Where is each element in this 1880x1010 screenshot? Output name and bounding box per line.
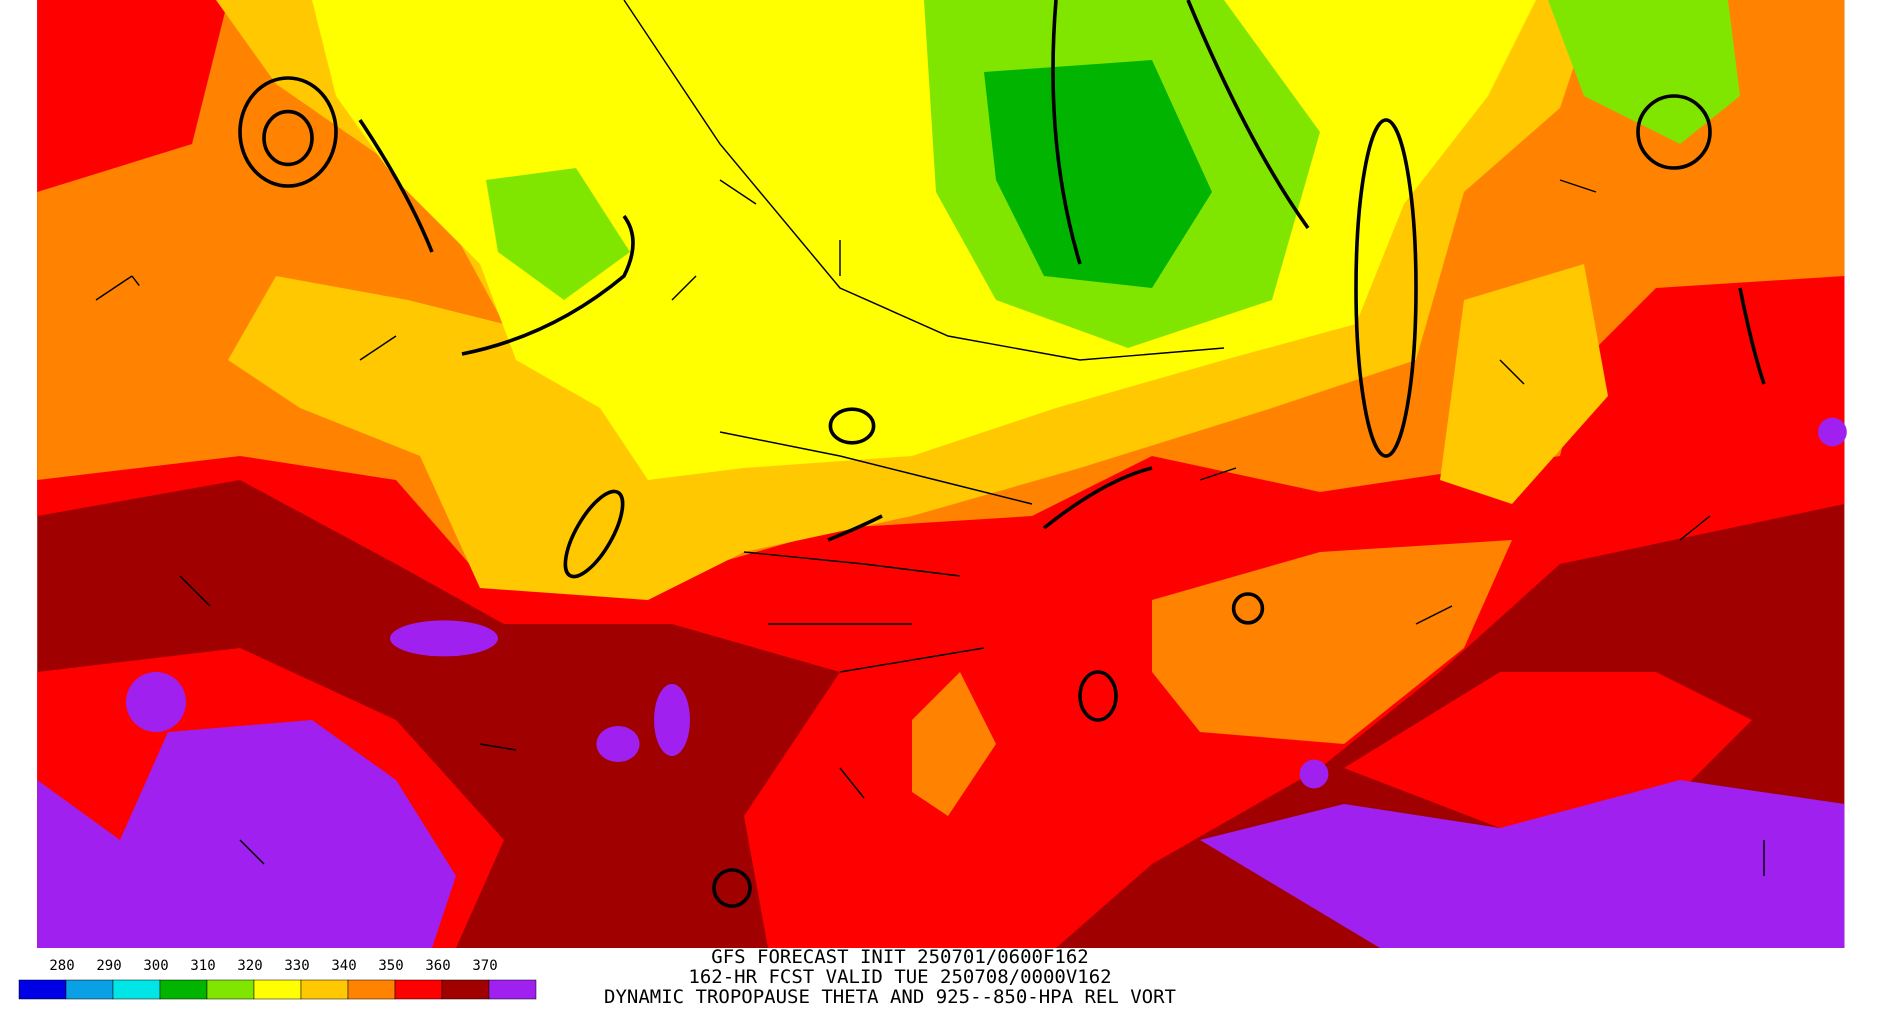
header-line: GFS FORECAST INIT 250701/0600F162 [711, 946, 1089, 968]
legend-swatch [347, 979, 396, 1000]
legend-swatch [18, 979, 67, 1000]
legend-swatch [394, 979, 443, 1000]
legend-swatch [65, 979, 114, 1000]
legend-label: 280 [49, 958, 74, 974]
theta-region [390, 620, 499, 657]
legend-label: 290 [96, 958, 121, 974]
header-line: 162-HR FCST VALID TUE 250708/0000V162 [688, 966, 1111, 988]
legend-swatch [441, 979, 490, 1000]
theta-region [1548, 0, 1741, 144]
theta-region [1152, 540, 1512, 744]
legend-swatch [159, 979, 208, 1000]
header-line: DYNAMIC TROPOPAUSE THETA AND 925--850-HP… [604, 986, 1176, 1008]
legend-label: 370 [472, 958, 497, 974]
legend-label: 310 [190, 958, 215, 974]
legend-label: 300 [143, 958, 168, 974]
legend-swatch [206, 979, 255, 1000]
theta-region [486, 168, 630, 300]
theta-region [1299, 759, 1329, 789]
legend-swatch [253, 979, 302, 1000]
legend: 280 290 300 310 320 330 340 350 360 370 [18, 958, 537, 1000]
theta-region [912, 672, 997, 817]
legend-label: 320 [237, 958, 262, 974]
theta-region [1818, 417, 1847, 447]
legend-swatch [488, 979, 537, 1000]
legend-swatch [112, 979, 161, 1000]
legend-label: 330 [284, 958, 309, 974]
theta-region [596, 726, 640, 762]
theta-region [654, 684, 690, 756]
theta-region [126, 672, 186, 732]
wind-barbs [95, 0, 1765, 877]
theta-region [1200, 780, 1845, 949]
theta-region [37, 720, 457, 949]
vorticity-contours [238, 0, 1766, 908]
legend-label: 360 [425, 958, 450, 974]
map [37, 0, 1847, 949]
theta-region [984, 60, 1212, 289]
legend-label: 340 [331, 958, 356, 974]
legend-label: 350 [378, 958, 403, 974]
legend-swatch [300, 979, 349, 1000]
